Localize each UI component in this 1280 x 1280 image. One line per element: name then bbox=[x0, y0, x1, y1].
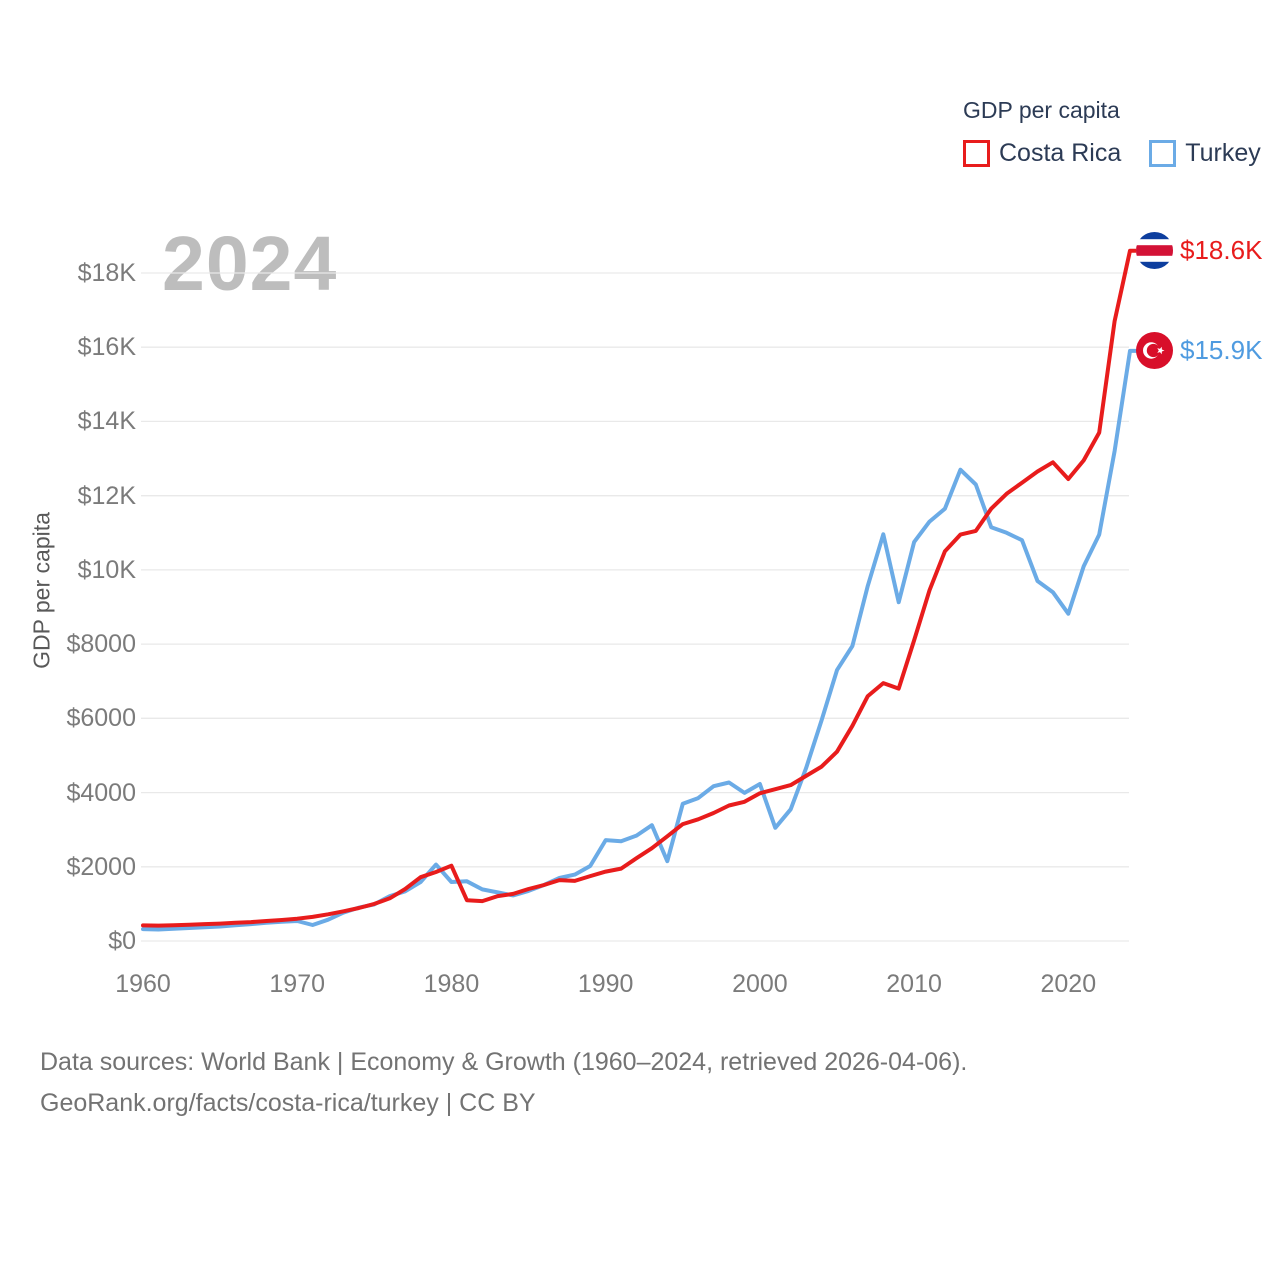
y-tick-label: $0 bbox=[108, 927, 136, 955]
costa-rica-end-label: $18.6K bbox=[1136, 232, 1263, 270]
x-tick-label: 1990 bbox=[577, 970, 634, 998]
y-tick-label: $6000 bbox=[66, 704, 136, 733]
legend-item-costa-rica[interactable]: Costa Rica bbox=[963, 139, 1121, 168]
x-tick-label: 2010 bbox=[886, 970, 942, 998]
legend-item-label: Turkey bbox=[1185, 139, 1261, 167]
y-tick-label: $14K bbox=[77, 407, 136, 436]
costa-rica-line bbox=[141, 248, 1140, 928]
y-tick-label: $4000 bbox=[66, 778, 136, 807]
y-tick-label: $16K bbox=[77, 333, 136, 362]
legend: GDP per capita Costa Rica Turkey bbox=[963, 97, 1261, 168]
turkey-end-label: $15.9K bbox=[1136, 332, 1263, 370]
y-tick-label: $10K bbox=[77, 555, 136, 584]
footer-attribution: GeoRank.org/facts/costa-rica/turkey | CC… bbox=[40, 1089, 536, 1117]
costa-rica-swatch-icon bbox=[963, 140, 990, 167]
gridlines bbox=[141, 272, 1129, 942]
legend-title: GDP per capita bbox=[963, 97, 1120, 123]
y-tick-label: $12K bbox=[77, 481, 136, 510]
x-tick-label: 1970 bbox=[269, 970, 326, 998]
y-tick-label: $18K bbox=[77, 259, 136, 287]
legend-items: Costa Rica Turkey bbox=[963, 139, 1261, 168]
turkey-end-value: $15.9K bbox=[1180, 335, 1263, 366]
x-tick-label: 2020 bbox=[1040, 970, 1097, 998]
costa-rica-end-value: $18.6K bbox=[1180, 235, 1263, 266]
y-axis-title: GDP per capita bbox=[28, 512, 55, 669]
y-tick-label: $2000 bbox=[66, 852, 136, 881]
x-tick-label: 1960 bbox=[115, 970, 171, 998]
costa-rica-flag-icon bbox=[1136, 232, 1173, 270]
turkey-line bbox=[141, 348, 1140, 932]
legend-item-turkey[interactable]: Turkey bbox=[1149, 139, 1261, 168]
line-chart bbox=[141, 248, 1140, 942]
x-tick-label: 1980 bbox=[423, 970, 480, 998]
y-tick-label: $8000 bbox=[66, 630, 136, 659]
turkey-swatch-icon bbox=[1149, 140, 1177, 167]
x-tick-label: 2000 bbox=[732, 970, 788, 998]
footer: Data sources: World Bank | Economy & Gro… bbox=[40, 1042, 967, 1124]
legend-item-label: Costa Rica bbox=[999, 139, 1122, 167]
turkey-flag-icon bbox=[1136, 332, 1173, 370]
footer-sources: Data sources: World Bank | Economy & Gro… bbox=[40, 1048, 968, 1076]
year-watermark: 2024 bbox=[162, 221, 338, 307]
